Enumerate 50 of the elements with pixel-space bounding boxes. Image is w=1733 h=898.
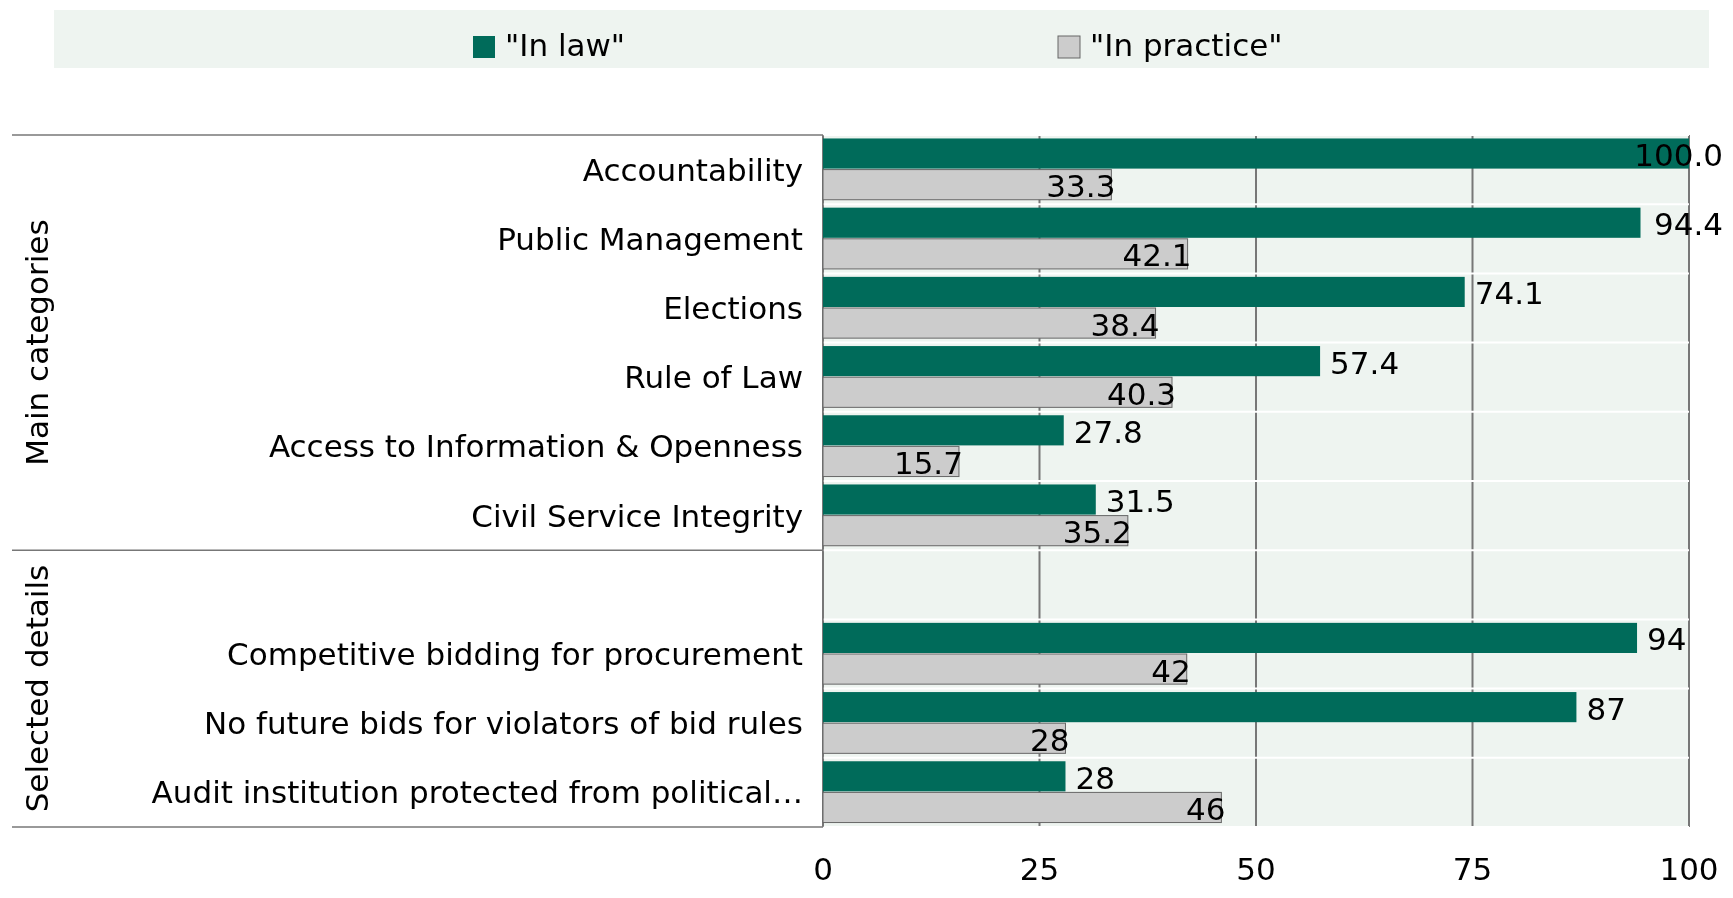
bar <box>822 515 1129 547</box>
bar <box>823 692 1577 723</box>
legend-label: "In practice" <box>1090 27 1283 63</box>
data-label: 42.1 <box>1122 237 1192 274</box>
text: Main categories <box>19 219 55 466</box>
data-label: 38.4 <box>1090 306 1160 343</box>
y-tick-label: Rule of Law <box>624 359 803 396</box>
data-label: 74.1 <box>1474 275 1544 312</box>
x-tick-label: 100 <box>1659 851 1719 887</box>
bar <box>823 415 1064 446</box>
bar <box>823 207 1641 238</box>
bar <box>823 346 1321 377</box>
y-tick-label: Audit institution protected from political… <box>151 774 803 811</box>
y-tick-label: Public Management <box>497 220 803 257</box>
data-label: 94.4 <box>1653 206 1723 243</box>
bar <box>823 484 1096 515</box>
data-label: 40.3 <box>1106 375 1176 412</box>
bar <box>822 722 1066 754</box>
legend-label: "In law" <box>505 27 626 63</box>
data-label: 28 <box>1075 759 1115 796</box>
x-tick-label: 0 <box>813 851 833 887</box>
bar <box>822 169 1112 201</box>
bar <box>822 653 1188 685</box>
bar <box>822 376 1173 408</box>
data-label: 15.7 <box>893 444 963 481</box>
bar <box>823 276 1465 307</box>
bar <box>822 238 1189 270</box>
y-tick-label: Access to Information & Openness <box>268 428 803 465</box>
bar <box>822 307 1157 339</box>
y-tick-label: Civil Service Integrity <box>471 497 803 534</box>
x-tick-label: 50 <box>1236 851 1276 887</box>
data-label: 57.4 <box>1330 344 1400 381</box>
y-tick-label: No future bids for violators of bid rules <box>203 705 803 742</box>
bar <box>822 791 1222 824</box>
bar <box>822 445 960 478</box>
data-label: 46 <box>1185 790 1226 827</box>
bar <box>823 761 1066 792</box>
x-tick-label: 75 <box>1452 851 1493 887</box>
y-tick-label: Competitive bidding for procurement <box>227 636 803 672</box>
text: Selected details <box>19 564 55 813</box>
bar <box>823 622 1638 653</box>
data-label: 28 <box>1030 721 1070 758</box>
y-tick-label: Accountability <box>582 151 803 188</box>
y-tick-label: Elections <box>663 290 803 326</box>
data-label: 94 <box>1647 621 1687 658</box>
data-label: 27.8 <box>1073 413 1143 450</box>
data-label: 42 <box>1151 652 1191 689</box>
data-label: 87 <box>1586 690 1626 727</box>
x-tick-label: 25 <box>1019 851 1060 887</box>
data-label: 33.3 <box>1046 168 1116 205</box>
